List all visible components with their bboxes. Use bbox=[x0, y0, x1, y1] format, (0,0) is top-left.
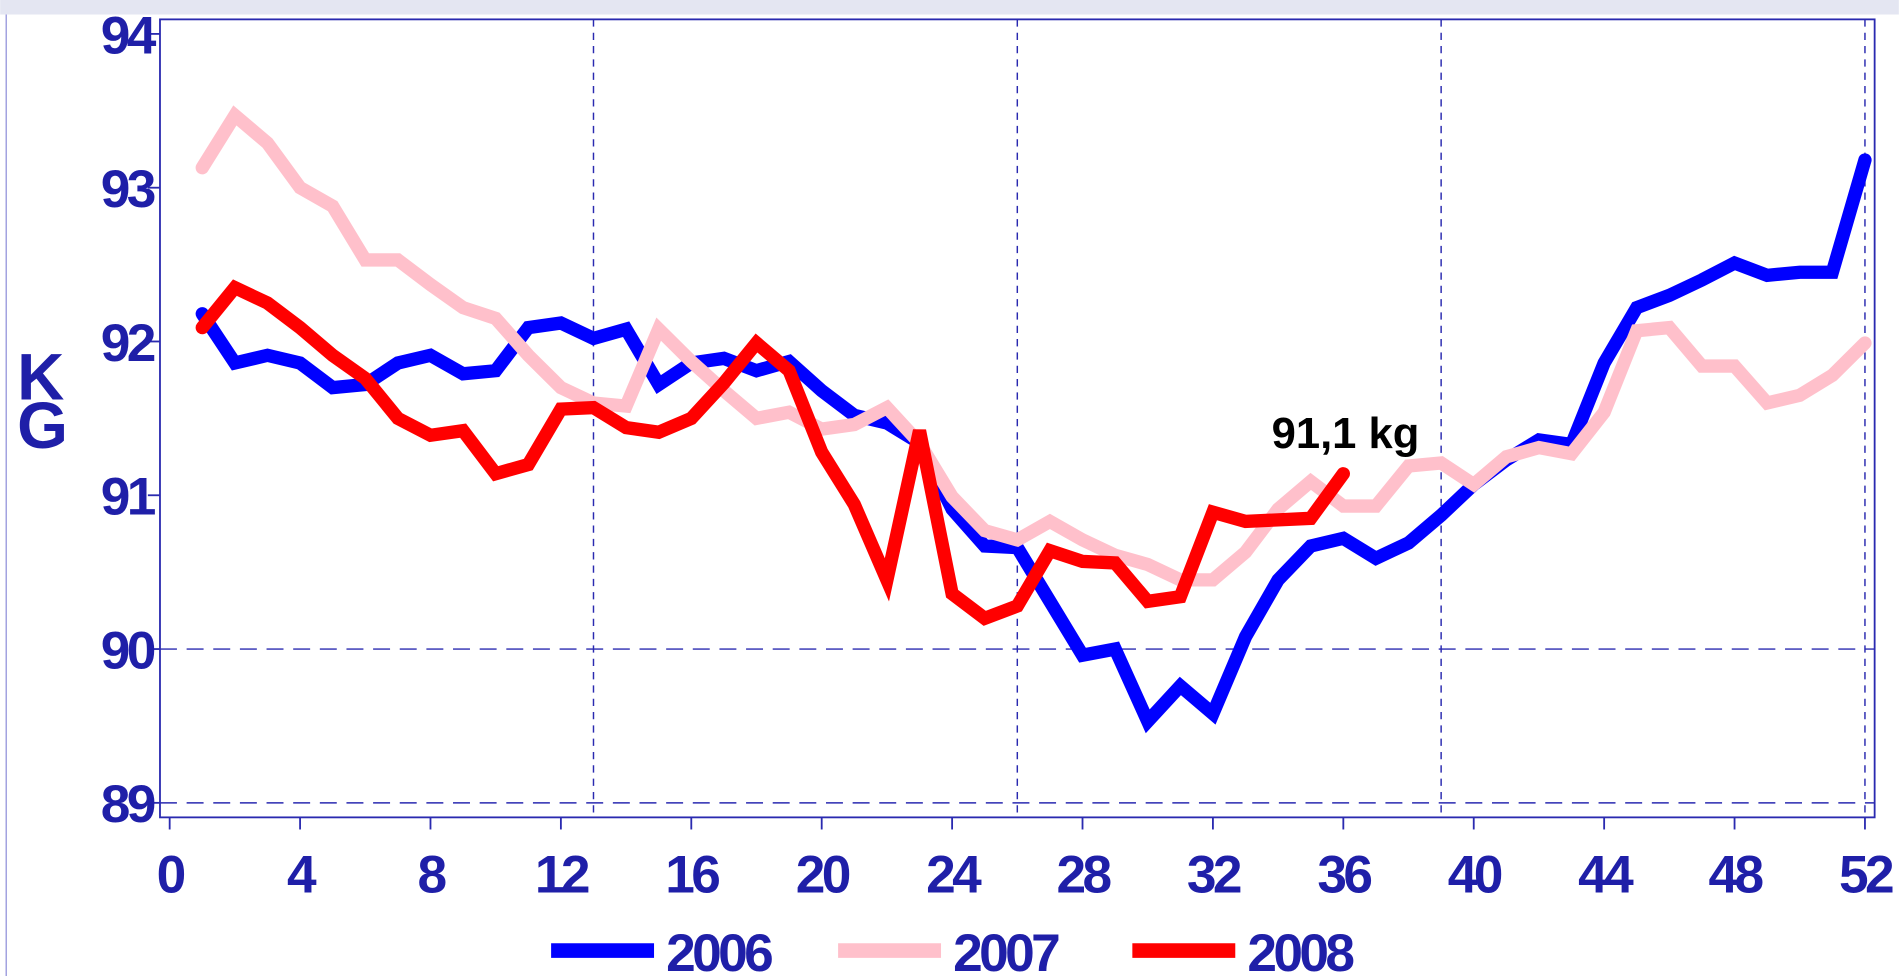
x-tick-label: 28 bbox=[1057, 845, 1111, 904]
y-tick-label: 91 bbox=[101, 468, 156, 527]
x-tick-label: 48 bbox=[1709, 845, 1763, 904]
series-line bbox=[195, 105, 1872, 587]
x-tick-label: 16 bbox=[665, 845, 719, 904]
y-axis-label: KG bbox=[17, 353, 68, 463]
x-tick-label: 36 bbox=[1317, 845, 1371, 904]
x-tick-label: 40 bbox=[1448, 845, 1502, 904]
y-tick-label: 89 bbox=[101, 775, 155, 834]
annotation: 91,1 kg bbox=[1272, 410, 1420, 458]
x-tick-label: 20 bbox=[796, 845, 850, 904]
y-tick-label: 90 bbox=[101, 621, 155, 680]
x-tick-label: 32 bbox=[1187, 845, 1241, 904]
x-tick-label: 52 bbox=[1839, 845, 1893, 904]
legend-label: 2006 bbox=[666, 924, 772, 976]
y-tick-label: 94 bbox=[101, 6, 157, 65]
x-tick-label: 0 bbox=[157, 845, 185, 904]
legend-label: 2008 bbox=[1247, 924, 1353, 976]
series-line bbox=[195, 279, 1350, 626]
y-tick-label: 93 bbox=[101, 160, 155, 219]
y-axis-label-box: KG bbox=[17, 353, 68, 463]
x-tick-label: 12 bbox=[535, 845, 589, 904]
x-tick-label: 4 bbox=[287, 845, 317, 904]
y-tick-label: 92 bbox=[101, 314, 155, 373]
x-tick-label: 44 bbox=[1578, 845, 1634, 904]
title-strip bbox=[0, 0, 1899, 15]
x-tick-label: 24 bbox=[926, 845, 982, 904]
plot-frame bbox=[159, 18, 1876, 819]
x-tick-label: 8 bbox=[417, 845, 445, 904]
legend-label: 2007 bbox=[953, 924, 1059, 976]
